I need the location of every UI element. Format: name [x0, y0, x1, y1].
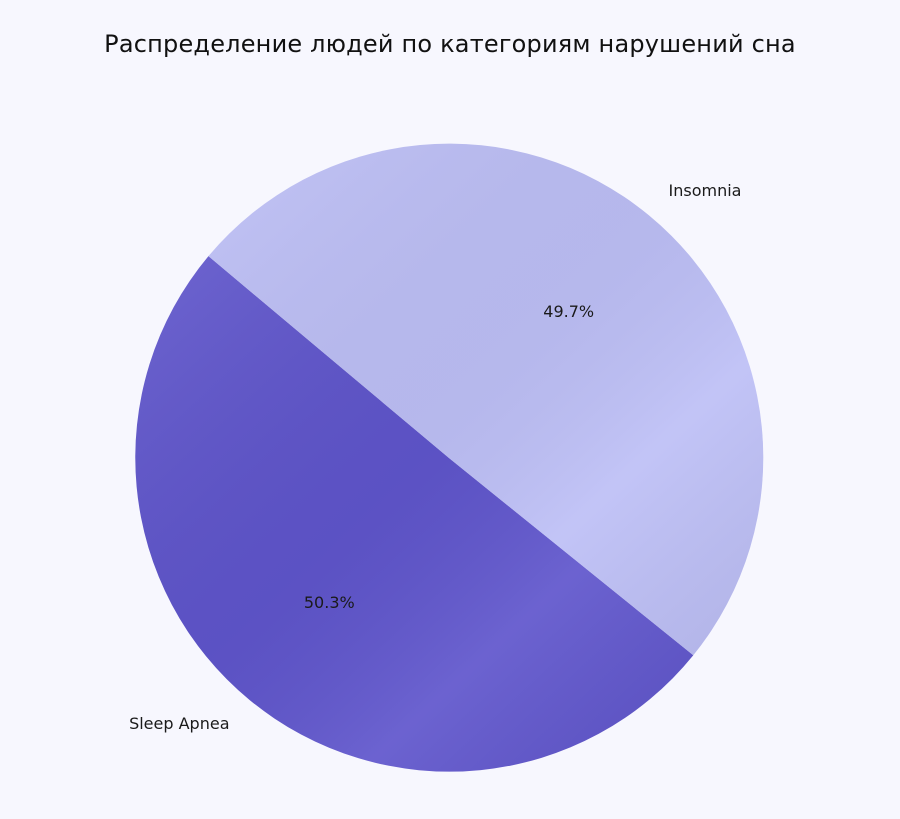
- slice-percent-sleep-apnea: 50.3%: [304, 593, 355, 612]
- slice-label-sleep-apnea: Sleep Apnea: [129, 714, 229, 733]
- slice-label-insomnia: Insomnia: [669, 181, 742, 200]
- slice-percent-insomnia: 49.7%: [543, 302, 594, 321]
- pie-slice-texture: [135, 256, 694, 772]
- chart-title: Распределение людей по категориям наруше…: [104, 30, 796, 58]
- pie-slice-texture: [208, 143, 764, 656]
